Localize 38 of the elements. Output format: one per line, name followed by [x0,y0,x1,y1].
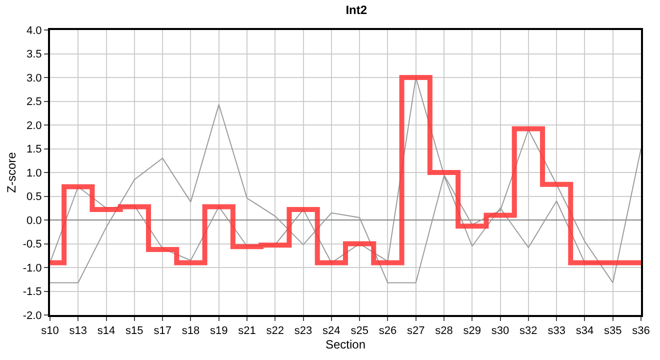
x-tick-label: s27 [406,325,425,338]
x-tick-label: s28 [435,325,453,338]
x-tick-label: s14 [97,325,116,338]
x-tick-label: s15 [126,325,144,338]
x-axis-title: Section [325,338,366,352]
y-tick-label: 2.5 [26,96,42,108]
x-tick-label: s18 [182,325,200,338]
y-tick-label: 0.5 [26,191,42,204]
x-tick-label: s34 [576,325,594,338]
x-tick-label: s17 [154,325,172,338]
x-tick-label: s23 [294,325,312,338]
x-tick-label: s21 [238,325,256,338]
x-tick-label: s24 [322,325,340,338]
y-tick-label: 4.0 [26,24,42,37]
x-tick-label: s13 [69,325,88,338]
y-tick-label: 2.0 [26,120,42,132]
y-tick-label: -2.0 [22,310,42,322]
y-tick-label: -0.5 [22,238,42,251]
x-tick-label: s33 [548,325,566,338]
x-tick-label: s25 [350,325,368,338]
y-tick-label: 1.0 [26,167,42,180]
y-tick-label: 1.5 [26,144,42,156]
x-tick-label: s32 [520,325,538,338]
x-tick-label: s19 [210,325,228,338]
x-tick-label: s26 [378,325,397,338]
y-tick-label: -1.0 [22,262,42,274]
x-tick-label: s10 [41,325,59,338]
x-tick-label: s22 [266,325,284,338]
x-tick-label: s29 [463,325,482,338]
y-tick-label: 3.0 [26,72,42,84]
x-tick-label: s36 [632,325,650,338]
y-axis-title: Z-score [4,152,19,193]
y-tick-label: 3.5 [26,48,42,61]
x-tick-label: s30 [491,325,510,338]
y-tick-label: 0.0 [26,214,42,227]
x-tick-label: s35 [604,325,622,338]
y-tick-label: -1.5 [22,286,42,298]
chart-title: Int2 [346,2,368,17]
